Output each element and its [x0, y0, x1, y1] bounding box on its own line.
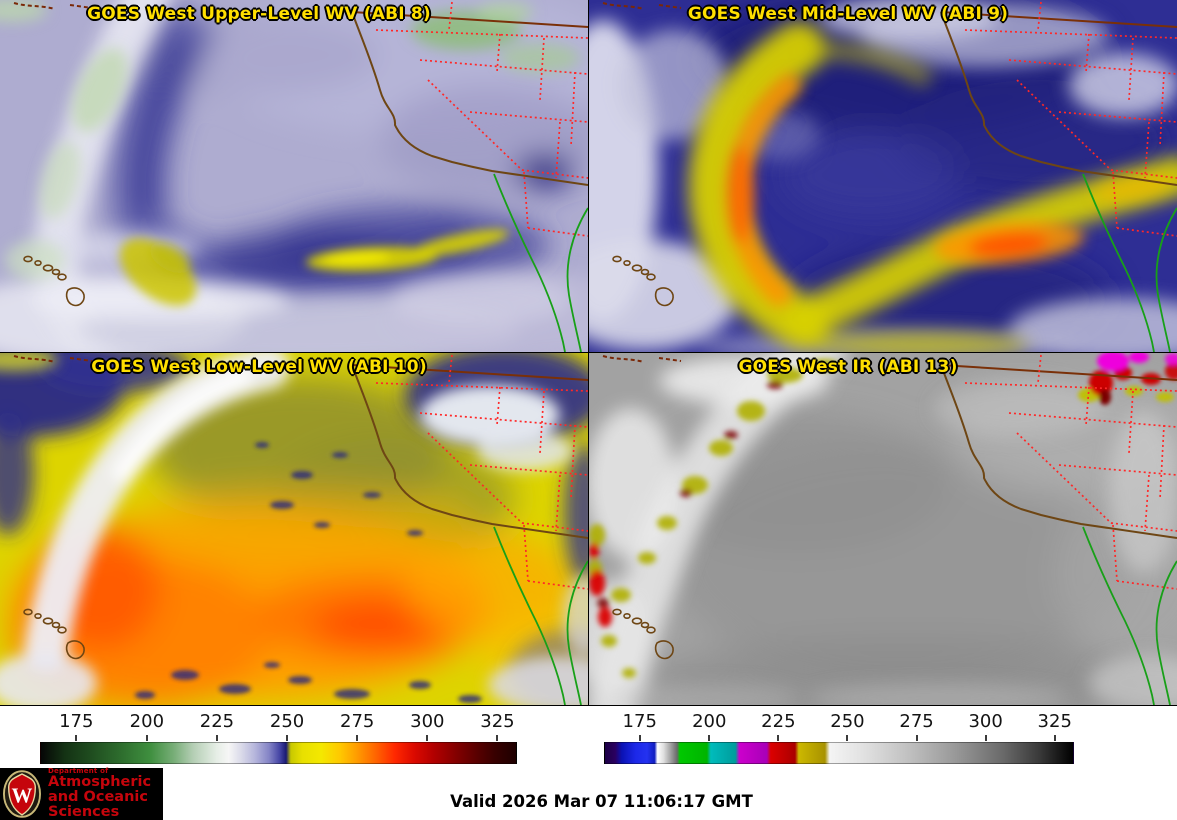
tick-label: 325	[1037, 711, 1072, 732]
logo-dept-line: Department of	[48, 766, 109, 775]
colorbar-ir-tickmarks	[604, 734, 1074, 742]
tick-label: 250	[830, 711, 865, 732]
tick-label: 300	[968, 711, 1003, 732]
tick-label: 200	[129, 711, 165, 732]
tick-mark	[984, 735, 987, 741]
valid-timestamp: Valid 2026 Mar 07 11:06:17 GMT	[450, 792, 753, 811]
tick-label: 175	[59, 711, 94, 732]
panel-title-low-wv: GOES West Low-Level WV (ABI 10)	[91, 357, 427, 377]
tick-label: 275	[899, 711, 934, 732]
tick-mark	[356, 735, 359, 741]
satellite-image-mid-wv	[589, 0, 1177, 352]
panel-mid-level-wv: GOES West Mid-Level WV (ABI 9)	[589, 0, 1177, 352]
tick-mark	[915, 735, 918, 741]
svg-text:W: W	[12, 784, 33, 808]
tick-label: 250	[269, 711, 305, 732]
colorbar-row: 175 200 225 250 275 300 325 175	[0, 706, 1177, 766]
uw-aos-logo: W Department of Atmospheric and Oceanic …	[0, 766, 163, 820]
colorbar-ir: 175 200 225 250 275 300 325	[604, 711, 1074, 766]
uw-crest-icon: W	[3, 770, 41, 818]
tick-mark	[1053, 735, 1056, 741]
panel-upper-level-wv: GOES West Upper-Level WV (ABI 8)	[0, 0, 588, 352]
tick-label: 225	[199, 711, 235, 732]
satellite-panel-grid: GOES West Upper-Level WV (ABI 8)	[0, 0, 1177, 706]
satellite-image-upper-wv	[0, 0, 588, 352]
tick-mark	[496, 735, 499, 741]
colorbar-wv-tickmarks	[40, 734, 517, 742]
panel-low-level-wv: GOES West Low-Level WV (ABI 10)	[0, 353, 588, 705]
tick-mark	[708, 735, 711, 741]
satellite-image-low-wv	[0, 353, 588, 705]
panel-ir: GOES West IR (ABI 13)	[589, 353, 1177, 705]
panel-title-mid-wv: GOES West Mid-Level WV (ABI 9)	[687, 4, 1009, 24]
tick-mark	[75, 735, 78, 741]
colorbar-wv-tick-labels: 175 200 225 250 275 300 325	[40, 711, 517, 734]
tick-mark	[145, 735, 148, 741]
colorbar-wv: 175 200 225 250 275 300 325	[40, 711, 517, 766]
tick-label: 175	[622, 711, 657, 732]
tick-label: 300	[410, 711, 445, 732]
tick-mark	[638, 735, 641, 741]
logo-line-2: and Oceanic Sciences	[48, 789, 148, 820]
tick-label: 225	[761, 711, 796, 732]
panel-title-ir: GOES West IR (ABI 13)	[738, 357, 958, 377]
tick-mark	[286, 735, 289, 741]
tick-label: 325	[480, 711, 515, 732]
colorbar-ir-gradient-bar	[604, 742, 1074, 764]
footer: W Department of Atmospheric and Oceanic …	[0, 766, 1177, 820]
tick-mark	[846, 735, 849, 741]
colorbar-ir-tick-labels: 175 200 225 250 275 300 325	[604, 711, 1074, 734]
colorbar-wv-gradient-bar	[40, 742, 517, 764]
logo-text: Department of Atmospheric and Oceanic Sc…	[48, 766, 163, 820]
tick-mark	[426, 735, 429, 741]
tick-mark	[215, 735, 218, 741]
tick-mark	[777, 735, 780, 741]
logo-line-1: Atmospheric	[48, 774, 152, 791]
tick-label: 200	[692, 711, 727, 732]
satellite-image-ir	[589, 353, 1177, 705]
tick-label: 275	[340, 711, 375, 732]
panel-title-upper-wv: GOES West Upper-Level WV (ABI 8)	[87, 4, 431, 24]
